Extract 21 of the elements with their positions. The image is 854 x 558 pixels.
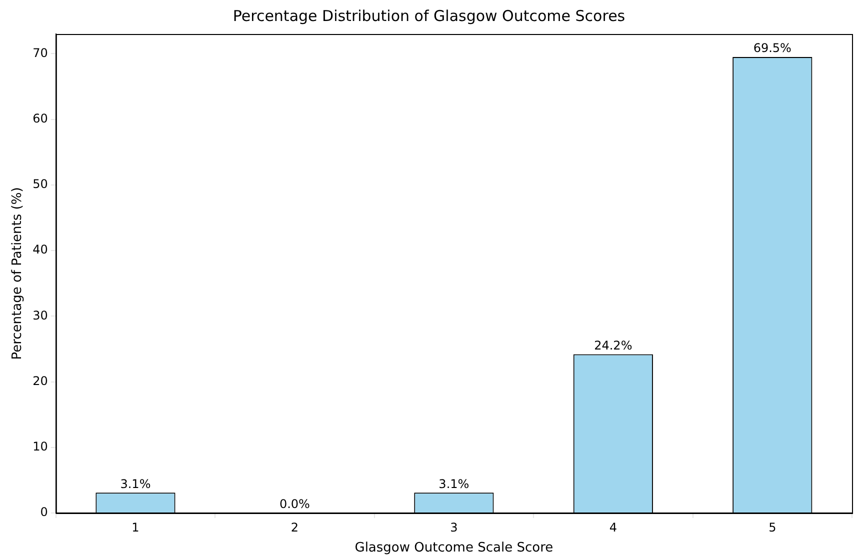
y-axis-title: Percentage of Patients (%) — [10, 187, 26, 360]
y-tick-label: 30 — [32, 308, 48, 322]
x-tick-label: 5 — [768, 520, 776, 534]
x-tick-label: 2 — [290, 520, 299, 534]
x-tick-label: 3 — [450, 520, 458, 534]
y-tick-label: 70 — [32, 46, 48, 60]
data-label: 69.5% — [753, 41, 792, 56]
chart-title: Percentage Distribution of Glasgow Outcome Scores — [232, 6, 626, 25]
data-label: 3.1% — [438, 476, 470, 491]
data-label: 3.1% — [120, 476, 151, 491]
y-tick-label: 40 — [32, 242, 48, 257]
y-tick-label: 60 — [32, 111, 48, 126]
data-label: 0.0% — [279, 497, 310, 512]
x-tick-label: 4 — [609, 520, 617, 534]
y-tick-label: 20 — [32, 374, 48, 388]
y-tick-label: 50 — [32, 177, 48, 192]
x-tick-label: 1 — [132, 520, 140, 534]
data-label: 24.2% — [594, 338, 632, 352]
y-tick-label: 10 — [32, 440, 48, 454]
x-axis-title: Glasgow Outcome Scale Score — [354, 540, 554, 556]
y-tick-label: 0 — [40, 505, 48, 520]
